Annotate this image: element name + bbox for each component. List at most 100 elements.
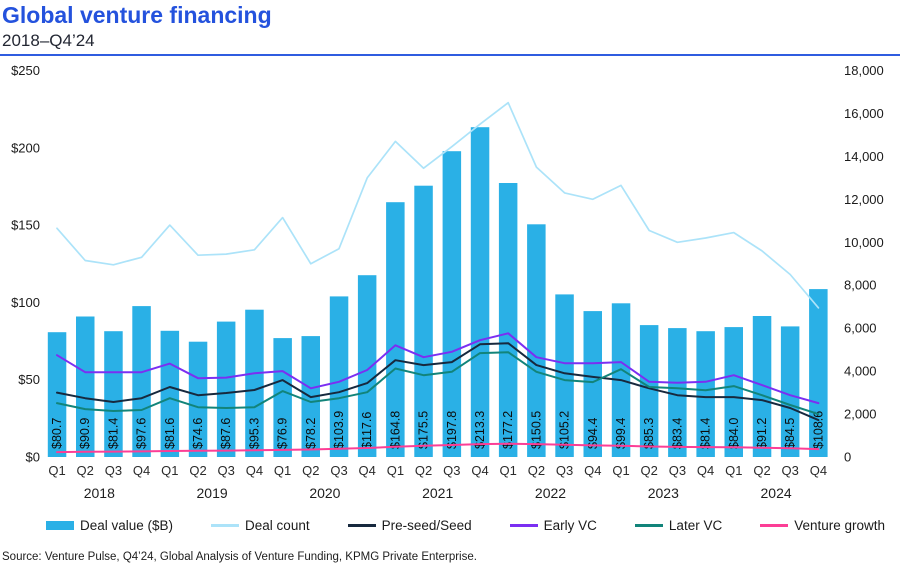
svg-text:$99.4: $99.4 xyxy=(614,418,628,449)
bar xyxy=(668,328,687,457)
bar xyxy=(470,127,490,457)
left-axis-labels: $0 $50 $100 $150 $200 $250 xyxy=(11,63,40,465)
svg-text:2022: 2022 xyxy=(535,485,566,501)
combo-chart: $0 $50 $100 $150 $200 $250 0 2,000 4,000 6,000 8,0… xyxy=(11,63,884,501)
svg-text:Q2: Q2 xyxy=(189,463,206,478)
svg-text:Q1: Q1 xyxy=(387,463,404,478)
svg-text:Q3: Q3 xyxy=(556,463,573,478)
svg-text:2018: 2018 xyxy=(84,485,115,501)
svg-text:14,000: 14,000 xyxy=(844,149,884,164)
svg-text:2020: 2020 xyxy=(309,485,340,501)
svg-text:$108.6: $108.6 xyxy=(811,411,825,449)
svg-text:Q2: Q2 xyxy=(302,463,319,478)
svg-text:10,000: 10,000 xyxy=(844,235,884,250)
svg-text:$78.2: $78.2 xyxy=(304,418,318,449)
bar xyxy=(132,306,151,457)
svg-text:$90.9: $90.9 xyxy=(78,418,92,449)
svg-text:$0: $0 xyxy=(26,450,40,465)
legend-swatch-pre-seed-seed xyxy=(347,523,376,527)
svg-text:Q2: Q2 xyxy=(415,463,432,478)
svg-text:$87.6: $87.6 xyxy=(219,418,233,449)
svg-text:Q2: Q2 xyxy=(528,463,545,478)
bar xyxy=(188,341,208,457)
svg-text:Q1: Q1 xyxy=(612,463,629,478)
svg-text:12,000: 12,000 xyxy=(844,192,884,207)
bar xyxy=(583,311,602,457)
bar xyxy=(245,309,264,457)
line-pre-seed-seed xyxy=(56,342,820,422)
svg-text:6,000: 6,000 xyxy=(844,321,877,336)
svg-text:Q4: Q4 xyxy=(810,463,827,478)
svg-text:Q3: Q3 xyxy=(105,463,122,478)
svg-text:4,000: 4,000 xyxy=(844,364,877,379)
svg-text:$150.5: $150.5 xyxy=(529,411,543,449)
line-early-vc xyxy=(56,332,820,405)
bar xyxy=(386,202,405,457)
legend-swatch-early-vc xyxy=(509,523,538,527)
bar xyxy=(752,316,772,457)
svg-text:Q3: Q3 xyxy=(443,463,460,478)
svg-text:2019: 2019 xyxy=(197,485,228,501)
svg-text:$117.6: $117.6 xyxy=(360,412,374,449)
svg-text:$197.8: $197.8 xyxy=(445,411,459,449)
line-venture-growth xyxy=(56,442,820,454)
bar xyxy=(357,275,377,457)
bar xyxy=(216,321,236,457)
svg-text:Q3: Q3 xyxy=(782,463,799,478)
bar xyxy=(780,326,800,457)
svg-text:$81.6: $81.6 xyxy=(163,418,177,449)
svg-text:2024: 2024 xyxy=(761,485,792,501)
svg-text:$200: $200 xyxy=(11,140,40,155)
svg-text:$150: $150 xyxy=(11,218,40,233)
deal-value-bars xyxy=(47,127,828,457)
bar xyxy=(498,183,518,457)
svg-text:$97.6: $97.6 xyxy=(135,418,149,449)
legend-swatch-deal-value-b- xyxy=(46,520,74,530)
bar xyxy=(329,296,349,457)
legend-swatch-later-vc xyxy=(634,523,663,527)
bar xyxy=(273,338,292,457)
svg-text:16,000: 16,000 xyxy=(844,106,884,121)
legend-label: Deal count xyxy=(245,517,310,533)
svg-text:$83.4: $83.4 xyxy=(670,418,684,449)
svg-text:Q4: Q4 xyxy=(359,463,376,478)
bar xyxy=(414,185,433,457)
line-deal-count xyxy=(56,101,820,309)
source-note: Source: Venture Pulse, Q4’24, Global Ana… xyxy=(2,551,477,563)
svg-text:$85.3: $85.3 xyxy=(642,418,656,449)
legend-item-deal-count: Deal count xyxy=(211,518,310,533)
svg-text:$91.2: $91.2 xyxy=(755,418,769,449)
bar xyxy=(47,332,67,457)
svg-text:Q3: Q3 xyxy=(669,463,686,478)
svg-text:Q1: Q1 xyxy=(274,463,291,478)
legend-label: Early VC xyxy=(543,517,597,533)
svg-text:8,000: 8,000 xyxy=(844,278,877,293)
legend-item-deal-value-b-: Deal value ($B) xyxy=(46,518,173,533)
quarter-labels: Q1 Q2 Q3 Q4 Q1 Q2 Q3 Q4 Q1 Q2 Q3 Q4 Q1 Q2 Q3 Q4 Q1 Q2 Q3 Q4… xyxy=(48,463,827,478)
bar xyxy=(160,330,180,457)
chart-legend: Deal value ($B) Deal count Pre-seed/Seed Ea… xyxy=(46,514,885,536)
svg-text:Q1: Q1 xyxy=(500,463,517,478)
svg-text:Q4: Q4 xyxy=(246,463,263,478)
svg-text:$213.3: $213.3 xyxy=(473,411,487,449)
svg-text:$94.4: $94.4 xyxy=(586,418,600,449)
svg-text:$84.5: $84.5 xyxy=(783,418,797,449)
svg-text:Q2: Q2 xyxy=(753,463,770,478)
svg-text:$175.5: $175.5 xyxy=(417,411,431,449)
svg-text:$95.3: $95.3 xyxy=(247,418,261,449)
legend-item-pre-seed-seed: Pre-seed/Seed xyxy=(347,518,472,533)
right-axis-labels: 0 2,000 4,000 6,000 8,000 10,000 12,000 14,000 1… xyxy=(844,63,884,465)
legend-item-venture-growth: Venture growth xyxy=(760,518,885,533)
svg-text:Q4: Q4 xyxy=(133,463,150,478)
svg-text:Q4: Q4 xyxy=(471,463,488,478)
svg-text:2021: 2021 xyxy=(422,485,453,501)
legend-swatch-venture-growth xyxy=(760,523,789,527)
bar xyxy=(76,316,95,457)
svg-text:Q4: Q4 xyxy=(697,463,714,478)
svg-text:$50: $50 xyxy=(18,372,40,387)
svg-text:2023: 2023 xyxy=(648,485,679,501)
svg-text:$81.4: $81.4 xyxy=(106,418,120,449)
bar xyxy=(555,294,574,457)
svg-text:$164.8: $164.8 xyxy=(388,411,402,449)
